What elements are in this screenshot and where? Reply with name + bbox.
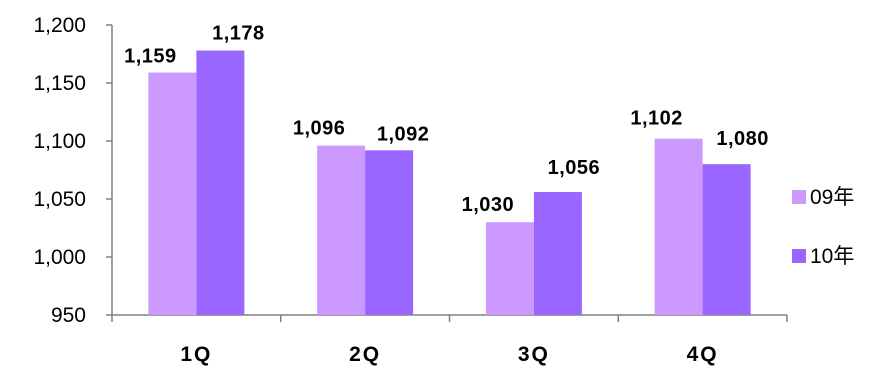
- legend-swatch: [792, 249, 806, 263]
- data-label: 1,080: [716, 128, 769, 150]
- y-tick-label: 1,000: [33, 246, 86, 269]
- bar-series1: [485, 222, 534, 315]
- legend-label: 10年: [810, 245, 854, 268]
- bar-series2: [533, 192, 582, 315]
- legend-swatch: [792, 190, 806, 204]
- bars: [148, 50, 751, 316]
- x-tick-label: 2Q: [349, 343, 381, 366]
- x-tick-label: 4Q: [687, 343, 719, 366]
- data-label: 1,092: [377, 123, 430, 145]
- y-tick-label: 950: [51, 304, 86, 327]
- y-tick-label: 1,150: [33, 72, 86, 95]
- data-label: 1,178: [212, 23, 265, 45]
- x-tick-label: 3Q: [518, 343, 550, 366]
- y-tick-label: 1,050: [33, 188, 86, 211]
- data-label: 1,056: [548, 157, 601, 179]
- y-tick-label: 1,200: [33, 14, 86, 37]
- x-tick-label: 1Q: [180, 343, 212, 366]
- bar-series2: [196, 50, 245, 316]
- bar-series1: [148, 72, 197, 315]
- legend-label: 09年: [810, 186, 854, 209]
- legend: 09年 10年: [792, 186, 854, 268]
- bar-series1: [317, 145, 366, 315]
- y-tick-label: 1,100: [33, 130, 86, 153]
- data-label: 1,102: [630, 108, 683, 130]
- bar-series1: [654, 138, 703, 315]
- data-label: 1,030: [462, 194, 515, 216]
- data-labels: 1,159 1,178 1,096 1,092 1,030 1,056 1,102 1,080: [124, 23, 769, 217]
- data-label: 1,096: [293, 118, 346, 140]
- bar-series2: [702, 164, 751, 315]
- bar-series2: [365, 150, 414, 315]
- axes: 950 1,000 1,050 1,100 1,150 1,200 1Q 2Q 3Q 4Q: [33, 14, 788, 366]
- data-label: 1,159: [124, 46, 177, 68]
